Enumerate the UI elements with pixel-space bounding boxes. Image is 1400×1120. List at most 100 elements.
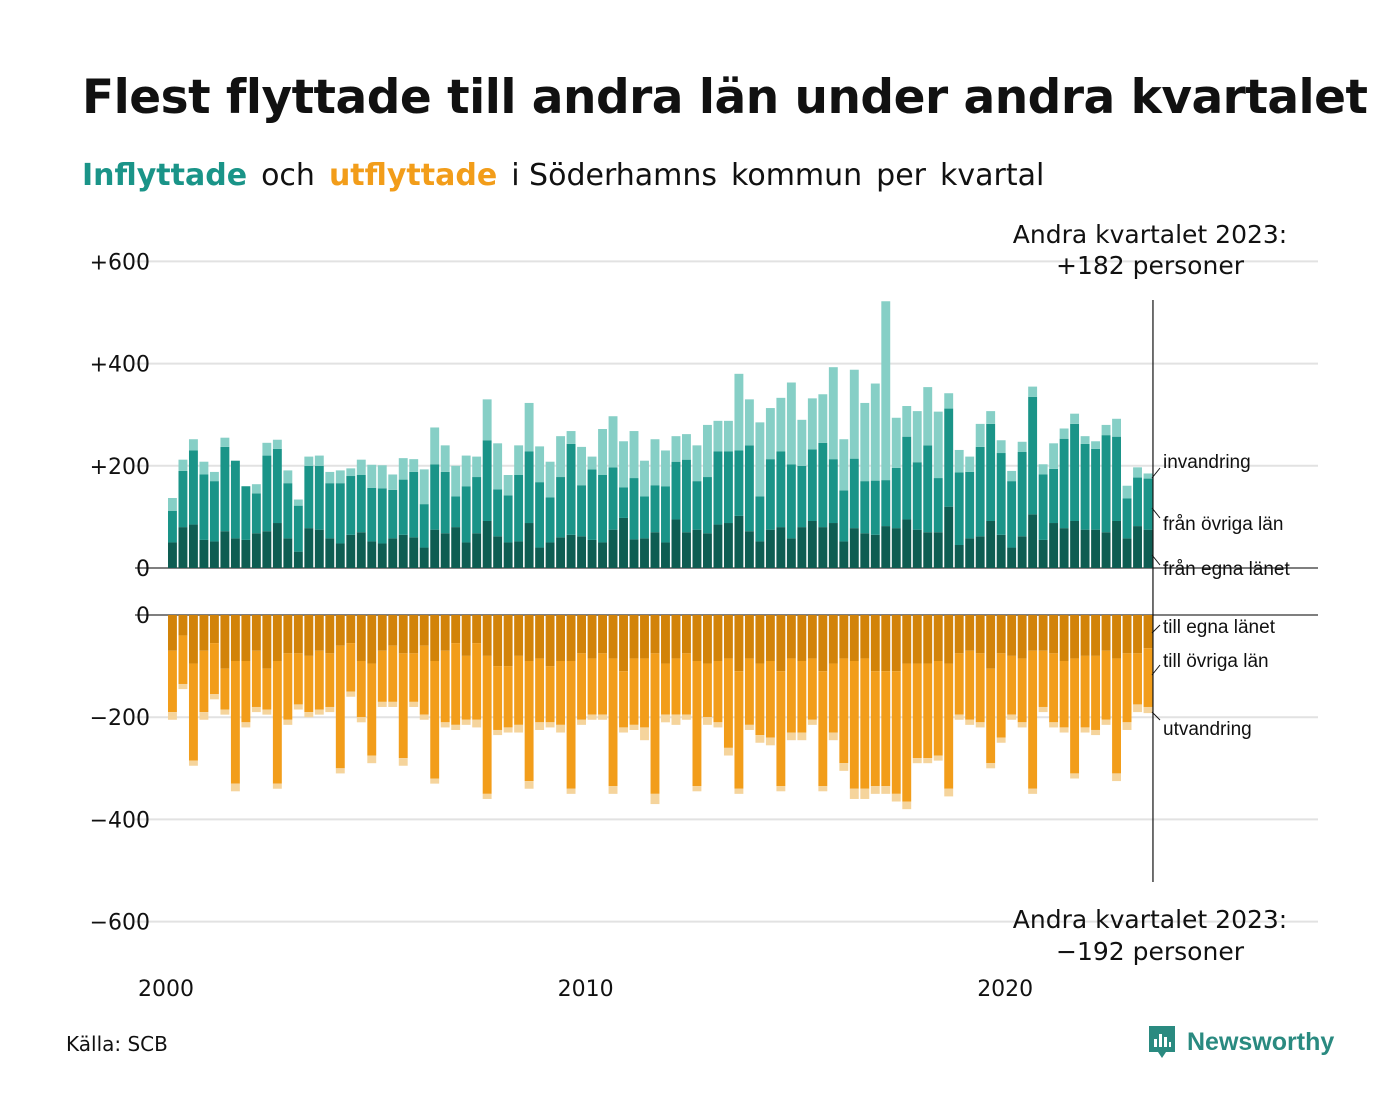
bar-out-other (1091, 655, 1101, 730)
bar-out-local (786, 615, 796, 659)
bar-in-immigration (1070, 413, 1080, 424)
bar-out-local (839, 615, 849, 659)
bar-out-emigration (241, 722, 251, 728)
bar-out-other (765, 660, 775, 738)
bar-in-immigration (272, 439, 282, 449)
bar-out-emigration (944, 788, 954, 797)
chart-title: Flest flyttade till andra län under andr… (82, 70, 1368, 125)
y-tick-label: −200 (90, 706, 150, 731)
bar-in-immigration (598, 429, 607, 475)
bar-out-emigration (682, 714, 691, 720)
bar-out-other (849, 660, 859, 789)
bar-out-emigration (713, 722, 723, 728)
bar-out-local (682, 615, 691, 654)
bar-out-local (1080, 615, 1090, 656)
bar-in-other (902, 436, 912, 520)
bar-out-emigration (440, 722, 450, 728)
bar-in-local (807, 520, 817, 568)
bar-in-local (849, 528, 859, 568)
bar-out-emigration (598, 714, 607, 720)
newsworthy-logo-icon (1149, 1026, 1175, 1058)
bar-in-immigration (954, 449, 964, 473)
bar-out-local (241, 615, 251, 661)
bar-in-other (566, 443, 576, 535)
bar-in-local (377, 543, 387, 568)
bar-in-local (566, 534, 576, 568)
bar-in-immigration (786, 382, 796, 465)
bar-in-local (891, 528, 901, 568)
newsworthy-logo: Newsworthy (1147, 1024, 1334, 1060)
bar-out-other (713, 660, 723, 723)
bar-out-local (923, 615, 933, 664)
bar-out-emigration (1038, 706, 1048, 713)
bar-out-other (367, 663, 377, 756)
bar-in-other (209, 481, 219, 542)
bar-out-other (1017, 658, 1027, 723)
bar-in-local (1143, 529, 1153, 568)
bar-out-emigration (933, 755, 943, 761)
bar-out-local (1143, 615, 1153, 649)
bar-in-local (933, 532, 943, 568)
bar-out-emigration (692, 786, 702, 792)
bar-out-other (398, 653, 408, 759)
bar-in-local (346, 534, 356, 568)
bar-out-other (503, 666, 513, 728)
bar-in-immigration (388, 474, 398, 490)
bar-out-emigration (188, 760, 198, 766)
bar-out-local (1133, 615, 1142, 654)
bar-in-other (325, 483, 335, 539)
bar-in-immigration (702, 424, 712, 478)
bar-out-other (356, 660, 366, 718)
newsworthy-logo-text: Newsworthy (1187, 1027, 1335, 1056)
bar-out-local (566, 615, 576, 661)
bar-in-other (765, 459, 775, 530)
bar-in-local (1080, 529, 1090, 568)
bar-out-local (734, 615, 744, 672)
bar-in-local (702, 533, 712, 568)
bar-in-local (199, 539, 209, 568)
bar-out-other (209, 643, 219, 695)
bar-in-immigration (640, 460, 649, 497)
bar-in-other (1007, 481, 1017, 548)
bar-in-local (1007, 547, 1017, 568)
bar-out-other (451, 643, 461, 725)
bar-out-emigration (1028, 788, 1038, 794)
bar-out-local (388, 615, 398, 646)
bar-in-local (461, 542, 471, 568)
bar-in-immigration (650, 439, 660, 486)
bar-out-other (933, 660, 943, 756)
series-label: från egna länet (1163, 559, 1290, 580)
bar-in-immigration (419, 469, 429, 505)
bar-out-other (1101, 650, 1111, 720)
bar-out-local (933, 615, 943, 661)
bar-in-immigration (828, 367, 838, 460)
bar-in-other (1028, 396, 1038, 515)
bar-in-immigration (870, 383, 880, 481)
annotation-bottom-line1: Andra kvartalet 2023: (1013, 905, 1287, 934)
bar-in-immigration (619, 441, 628, 488)
bar-out-local (304, 615, 314, 656)
bar-out-local (954, 615, 964, 654)
bar-out-local (818, 615, 828, 672)
bar-in-local (325, 538, 335, 568)
bar-out-local (849, 615, 859, 661)
bar-in-immigration (818, 394, 828, 443)
bar-out-other (807, 658, 817, 720)
bar-out-other (514, 655, 524, 725)
bar-in-local (188, 524, 198, 568)
bar-out-local (409, 615, 419, 654)
bar-in-other (923, 445, 933, 533)
bar-in-local (860, 533, 870, 568)
bar-out-emigration (367, 755, 377, 764)
bar-out-other (241, 660, 251, 723)
y-tick-label: +400 (90, 353, 150, 378)
bar-in-immigration (734, 373, 744, 451)
bar-in-other (944, 408, 954, 507)
bar-in-other (440, 471, 450, 534)
bar-in-immigration (1059, 428, 1069, 439)
bar-out-local (692, 615, 702, 661)
bar-in-other (577, 485, 587, 537)
bar-in-immigration (849, 369, 859, 459)
bar-in-other (556, 477, 566, 538)
bar-out-emigration (199, 712, 209, 720)
